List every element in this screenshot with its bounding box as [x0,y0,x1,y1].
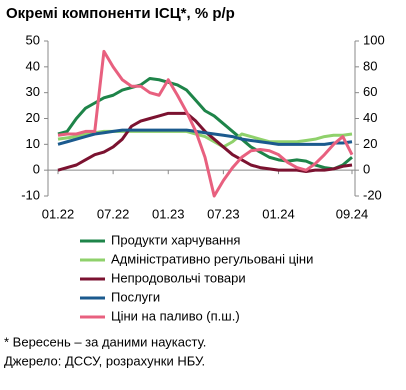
y2-tick-label: 100 [363,32,385,47]
legend-label: Продукти харчування [111,232,240,247]
y2-tick-label: 60 [363,84,377,99]
y-tick-label: 50 [26,32,40,47]
legend-label: Непродовольчі товари [111,270,246,285]
y-tick-label: 40 [26,58,40,73]
y2-tick-label: 20 [363,136,377,151]
chart-title: Окремі компоненти ІСЦ*, % р/р [6,5,235,22]
x-tick-label: 01.22 [42,206,75,221]
x-tick-label: 07.23 [207,206,240,221]
y-tick-label: 20 [26,110,40,125]
footnote: * Вересень – за даними наукасту. [4,334,206,349]
legend-label: Адміністративно регульовані ціни [111,251,313,266]
y-tick-label: 0 [33,162,40,177]
series-line [57,49,354,198]
x-tick-label: 07.22 [97,206,130,221]
x-tick-label: 01.24 [262,206,295,221]
legend-label: Ціни на паливо (п.ш.) [111,308,240,323]
x-tick-label: 09.24 [336,206,369,221]
y2-tick-label: 80 [363,58,377,73]
y-tick-label: 10 [26,136,40,151]
series-line [57,128,353,146]
y-tick-label: -10 [21,187,40,202]
x-tick-label: 01.23 [152,206,185,221]
source: Джерело: ДССУ, розрахунки НБУ. [4,353,205,368]
y2-tick-label: 0 [363,162,370,177]
y2-tick-label: 40 [363,110,377,125]
legend-label: Послуги [111,289,160,304]
y2-tick-label: -20 [363,187,382,202]
series-line [57,76,353,171]
y-tick-label: 30 [26,84,40,99]
